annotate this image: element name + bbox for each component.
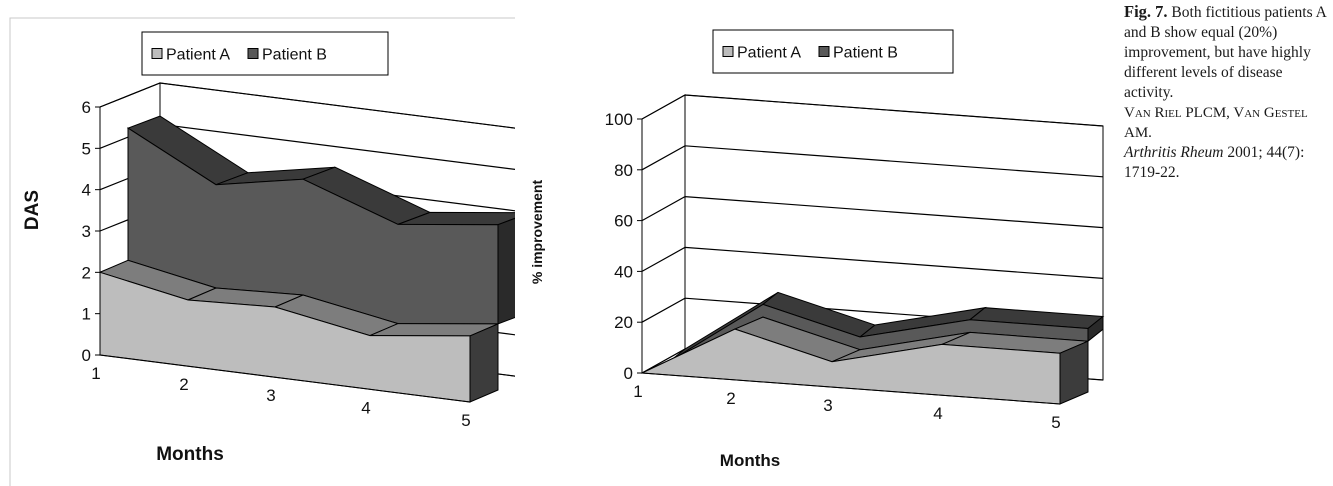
legend-box	[141, 31, 389, 76]
gridline	[641, 94, 1104, 127]
gridline	[641, 246, 1104, 279]
patient-b-end-face	[497, 217, 515, 325]
x-tick-label: 5	[1051, 413, 1060, 432]
caption-journal: Arthritis Rheum	[1124, 144, 1224, 161]
legend-label: Patient B	[833, 45, 898, 62]
legend-label: Patient A	[166, 47, 230, 64]
x-axis-title: Months	[156, 444, 224, 465]
legend-swatch	[818, 46, 830, 57]
caption-citation: 2001; 44(7): 1719-22.	[1124, 144, 1305, 181]
caption-authors: Van Riel PLCM, Van Gestel AM.	[1124, 105, 1308, 141]
y-axis-title: DAS	[22, 190, 43, 230]
gridline	[641, 195, 1104, 229]
gridline	[641, 145, 1104, 178]
y-tick-label: 4	[82, 181, 91, 200]
x-tick-label: 2	[726, 389, 735, 408]
x-tick-label: 4	[933, 404, 942, 423]
x-axis	[99, 354, 471, 403]
y-tick-label: 3	[82, 222, 91, 241]
x-axis-title: Months	[720, 451, 780, 470]
legend-label: Patient B	[262, 47, 327, 64]
x-tick-label: 2	[179, 375, 188, 394]
legend-box	[712, 29, 954, 74]
y-tick-label: 60	[614, 212, 633, 231]
y-axis-title: % improvement	[529, 180, 545, 285]
y-tick-label: 1	[82, 305, 91, 324]
y-tick-label: 5	[82, 139, 91, 158]
y-tick-label: 20	[614, 313, 633, 332]
legend-label: Patient A	[737, 45, 801, 62]
figure-caption: Fig. 7. Both fictitious patients A and B…	[1124, 2, 1329, 183]
gridline	[99, 82, 515, 129]
y-tick-label: 0	[624, 364, 633, 383]
y-tick-label: 80	[614, 161, 633, 180]
y-tick-label: 40	[614, 262, 633, 281]
x-tick-label: 1	[91, 364, 100, 383]
side-wall	[641, 94, 686, 374]
y-tick-label: 2	[82, 263, 91, 282]
legend-swatch	[151, 48, 163, 59]
legend-swatch	[722, 46, 734, 57]
x-axis	[641, 372, 1061, 405]
figure-label: Fig. 7.	[1124, 2, 1168, 21]
x-tick-label: 3	[266, 386, 275, 405]
improvement-chart: 0 20 40 60 80 100 1 2 3 4 5 Months % improvement Pati…	[529, 29, 1105, 470]
patient-a-end-face	[469, 323, 499, 403]
patient-b-end-face	[1087, 315, 1104, 343]
x-tick-label: 1	[633, 382, 642, 401]
caption-text: Both fictitious patients A and B show eq…	[1124, 4, 1326, 101]
x-tick-label: 3	[823, 396, 832, 415]
patient-a-end-face	[1059, 340, 1089, 405]
legend-swatch	[247, 48, 259, 59]
y-tick-label: 6	[82, 98, 91, 117]
y-tick-label: 100	[605, 110, 633, 129]
x-tick-label: 5	[461, 411, 470, 430]
y-tick-label: 0	[82, 346, 91, 365]
x-tick-label: 4	[361, 398, 370, 417]
chart-border	[9, 17, 515, 486]
